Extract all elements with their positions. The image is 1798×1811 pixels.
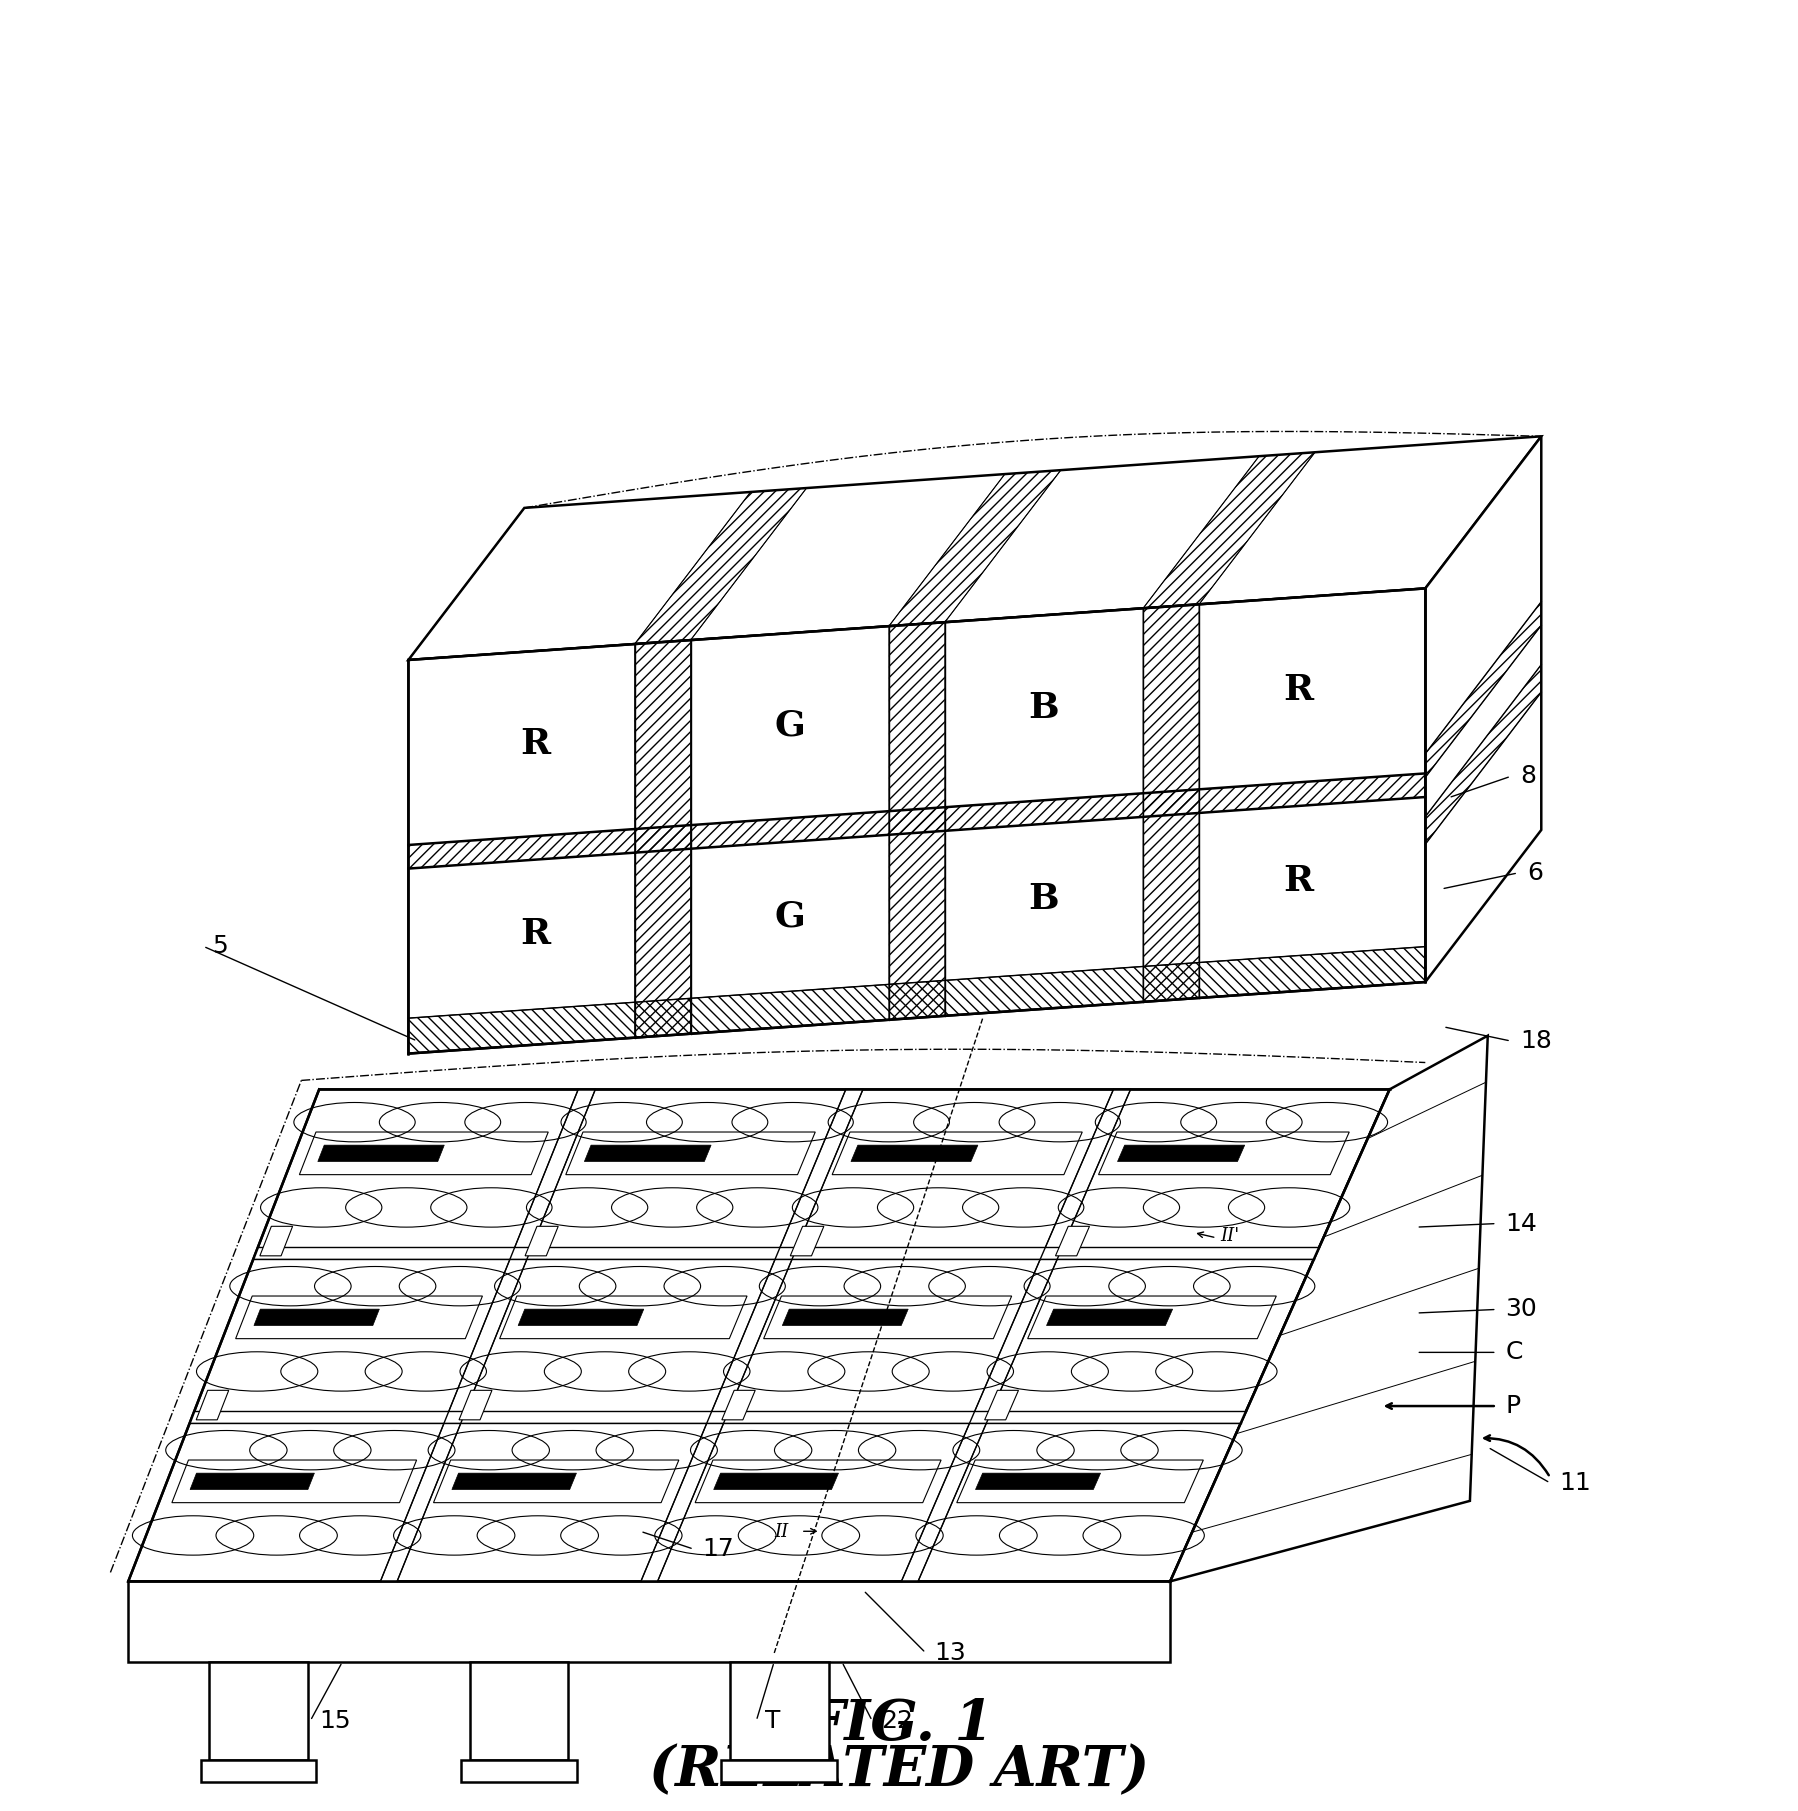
Text: 17: 17 [703,1538,735,1561]
Polygon shape [1118,1145,1244,1161]
Text: R: R [520,726,550,761]
Polygon shape [196,1391,228,1420]
Polygon shape [791,1226,823,1255]
Text: B: B [1028,690,1059,724]
Text: P: P [1505,1394,1521,1418]
Polygon shape [1426,436,1541,982]
Text: II': II' [1221,1228,1239,1246]
Text: 18: 18 [1519,1029,1552,1052]
Polygon shape [189,1411,1246,1423]
Bar [209,1662,307,1760]
Polygon shape [518,1309,644,1326]
Polygon shape [985,1391,1018,1420]
Polygon shape [408,589,1426,1054]
Polygon shape [408,436,1541,659]
Polygon shape [1055,1226,1090,1255]
Polygon shape [128,1581,1170,1662]
Text: 15: 15 [320,1710,351,1733]
Bar [469,1662,568,1760]
Text: R: R [1284,674,1313,706]
Text: 14: 14 [1505,1212,1537,1235]
Text: T: T [766,1710,780,1733]
Polygon shape [191,1472,315,1489]
Text: G: G [775,708,806,743]
Text: FIG. 1: FIG. 1 [806,1697,992,1751]
Text: R: R [1284,864,1313,898]
Polygon shape [1170,1036,1487,1581]
Polygon shape [381,1090,595,1581]
Polygon shape [458,1391,493,1420]
Text: 22: 22 [881,1710,913,1733]
Bar [201,1760,316,1782]
Polygon shape [1046,1309,1172,1326]
Text: II: II [775,1523,788,1541]
Polygon shape [318,1145,444,1161]
Text: 13: 13 [935,1641,967,1664]
Polygon shape [254,1248,1320,1259]
Text: (RELATED ART): (RELATED ART) [649,1744,1149,1798]
Polygon shape [128,1090,1390,1581]
Text: 11: 11 [1559,1471,1591,1494]
Polygon shape [640,1090,863,1581]
Polygon shape [451,1472,577,1489]
Polygon shape [254,1309,379,1326]
Text: R: R [520,918,550,951]
Polygon shape [850,1145,978,1161]
Polygon shape [525,1226,557,1255]
Polygon shape [261,1226,293,1255]
Polygon shape [714,1472,838,1489]
Text: 8: 8 [1519,764,1535,788]
Bar [460,1760,577,1782]
Text: 6: 6 [1527,860,1543,886]
Text: G: G [775,900,806,933]
Bar [730,1662,829,1760]
Text: B: B [1028,882,1059,916]
Polygon shape [721,1391,755,1420]
Bar [721,1760,838,1782]
Polygon shape [976,1472,1100,1489]
Text: 30: 30 [1505,1297,1537,1322]
Text: C: C [1505,1340,1523,1364]
Text: 5: 5 [212,934,228,958]
Polygon shape [584,1145,710,1161]
Polygon shape [901,1090,1131,1581]
Polygon shape [782,1309,908,1326]
